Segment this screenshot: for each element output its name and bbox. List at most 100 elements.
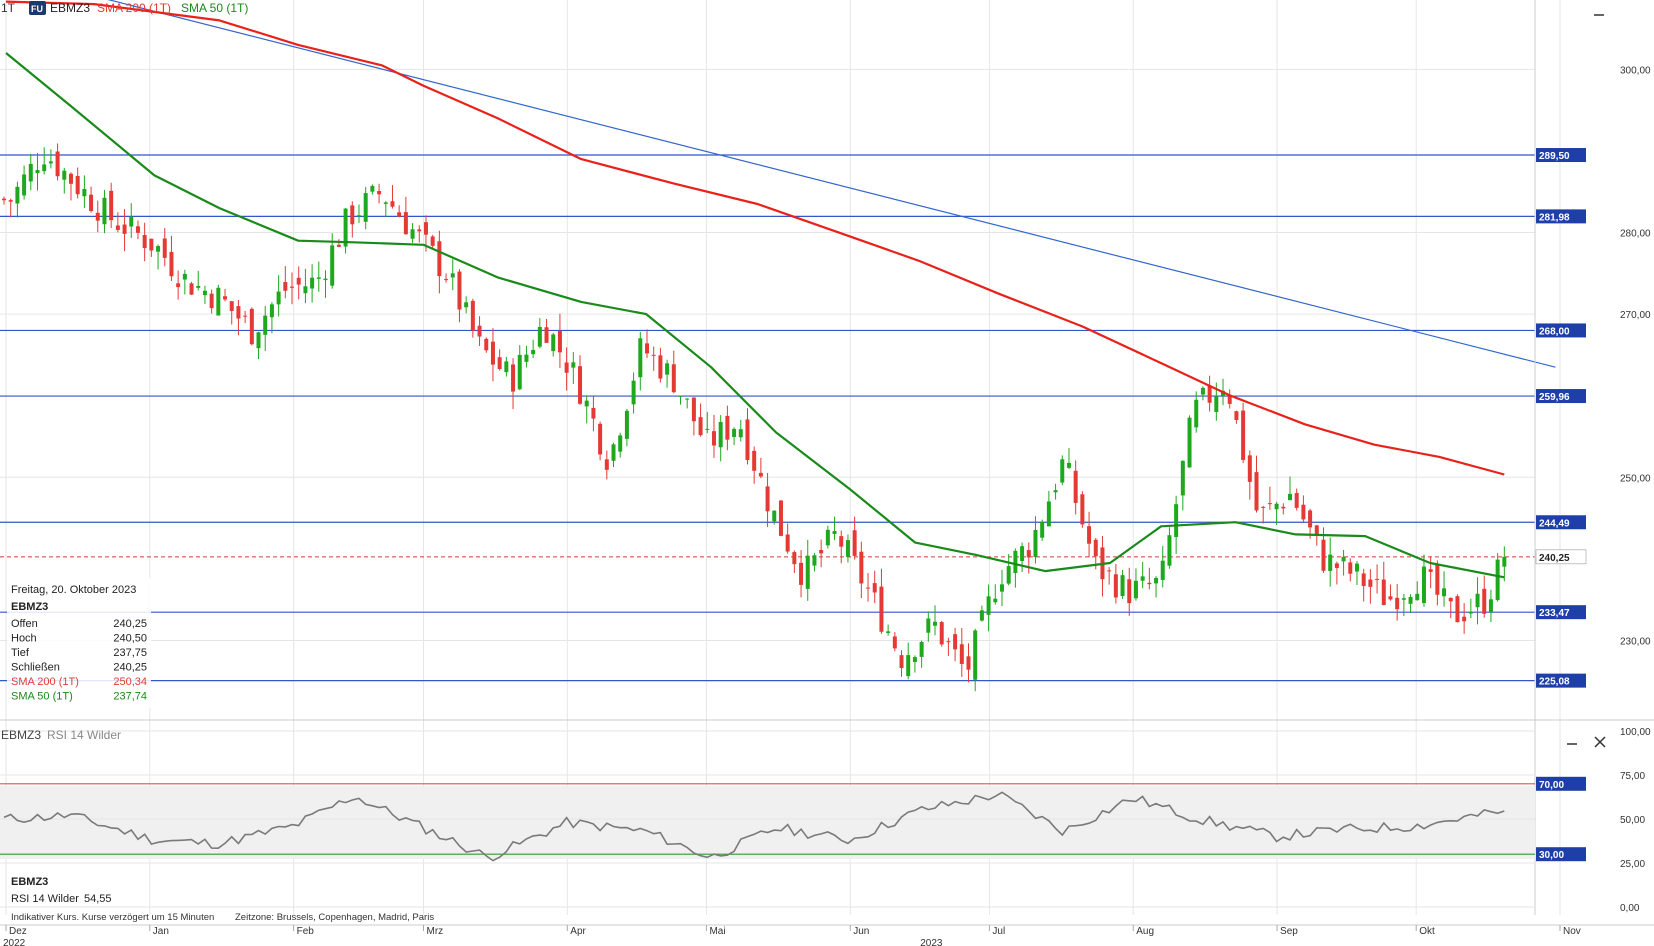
candle-down [296, 277, 301, 285]
candle-up [1060, 459, 1065, 483]
candle-down [1448, 597, 1453, 602]
price-tick-label: 270,00 [1620, 310, 1651, 321]
candle-down [390, 201, 395, 207]
candle-down [1261, 506, 1266, 508]
candle-up [638, 338, 643, 378]
level-badge-label: 289,50 [1539, 151, 1570, 162]
candle-up [812, 555, 817, 566]
candle-up [15, 186, 20, 204]
candle-down [1455, 596, 1460, 623]
candle-down [1087, 526, 1092, 544]
candle-up [631, 380, 636, 405]
rsi-tick-label: 100,00 [1620, 727, 1651, 738]
rsi-close-icon[interactable] [1591, 733, 1609, 751]
candle-down [115, 225, 120, 230]
x-month-label: Mrz [426, 926, 443, 937]
info-row-value: 250,34 [113, 676, 147, 688]
candlestick-series [2, 143, 1507, 692]
candle-up [618, 435, 623, 452]
rsi-level-badges: 70,00 30,00 [1536, 776, 1586, 862]
info-row-label: Hoch [11, 633, 37, 645]
candle-up [1214, 396, 1219, 412]
rsi-axis: 100,00 75,00 50,00 25,00 0,00 [1620, 727, 1651, 914]
candle-up [256, 332, 261, 349]
info-row-value: 240,25 [113, 662, 147, 674]
candle-up [129, 216, 134, 227]
candle-down [209, 293, 214, 309]
candle-down [249, 308, 254, 345]
candle-up [1328, 554, 1333, 571]
candle-down [1267, 503, 1272, 505]
rsi-title-indicator: RSI 14 Wilder [47, 728, 121, 742]
candle-up [316, 277, 321, 279]
price-panel-bg [0, 0, 1535, 718]
rsi-level-badge-label: 70,00 [1539, 780, 1564, 791]
candle-down [578, 366, 583, 404]
price-axis: 300,00 280,00 270,00 250,00 230,00 [1620, 65, 1651, 647]
candle-up [82, 189, 87, 197]
candle-up [584, 400, 589, 407]
trend-line-layer [107, 0, 1556, 368]
candle-up [22, 174, 27, 196]
candle-down [691, 397, 696, 422]
candle-down [966, 656, 971, 670]
candle-down [8, 200, 13, 202]
last-price-badge-label: 240,25 [1539, 553, 1570, 564]
candle-down [658, 355, 663, 379]
candle-down [68, 173, 73, 184]
candle-up [504, 361, 509, 373]
candle-up [999, 584, 1004, 592]
x-month-label: Nov [1563, 926, 1581, 937]
candle-down [1281, 506, 1286, 509]
candle-down [417, 229, 422, 232]
candle-down [477, 325, 482, 337]
candle-down [879, 586, 884, 632]
rsi-grid [0, 730, 1535, 908]
candle-up [1502, 556, 1507, 567]
candle-down [437, 241, 442, 277]
candle-up [517, 354, 522, 390]
candle-up [276, 291, 281, 305]
symbol-badge[interactable] [29, 1, 46, 15]
candle-down [1368, 579, 1373, 587]
candle-down [1375, 578, 1380, 580]
level-badge-label: 268,00 [1539, 326, 1570, 337]
candle-up [665, 363, 670, 375]
candle-down [423, 222, 428, 235]
candle-up [933, 621, 938, 626]
x-month-label: Jun [853, 926, 869, 937]
rsi-title-symbol: EBMZ3 [1, 728, 41, 742]
candle-up [196, 285, 201, 288]
candle-down [725, 415, 730, 440]
candle-up [772, 510, 777, 522]
delay-note: Indikativer Kurs. Kurse verzögert um 15 … [11, 912, 214, 923]
candle-down [598, 423, 603, 455]
candle-down [484, 338, 489, 351]
rsi-minimize-icon[interactable] [1563, 733, 1581, 751]
info-row-label: SMA 50 (1T) [11, 691, 73, 703]
downtrend-line [107, 0, 1556, 368]
candle-up [1468, 612, 1473, 614]
info-date: Freitag, 20. Oktober 2023 [11, 584, 136, 596]
level-badges: 289,50 281,98 268,00 259,96 244,49 233,47 225,… [1535, 148, 1587, 688]
level-badge-label: 281,98 [1539, 212, 1570, 223]
candle-up [343, 208, 348, 247]
candle-down [778, 500, 783, 536]
candle-down [430, 236, 435, 246]
level-badge-label: 233,47 [1539, 608, 1570, 619]
rsi-level-badge-label: 30,00 [1539, 850, 1564, 861]
candle-up [1006, 566, 1011, 584]
candle-down [55, 151, 60, 177]
candle-up [1341, 556, 1346, 562]
minimize-icon[interactable] [1590, 4, 1608, 22]
candle-down [939, 622, 944, 645]
candle-down [75, 175, 80, 195]
candle-down [122, 224, 127, 234]
candle-up [450, 273, 455, 278]
candle-down [95, 212, 100, 221]
candle-down [1381, 579, 1386, 606]
candle-up [678, 395, 683, 397]
candle-down [1147, 582, 1152, 585]
x-month-label: Sep [1280, 926, 1298, 937]
